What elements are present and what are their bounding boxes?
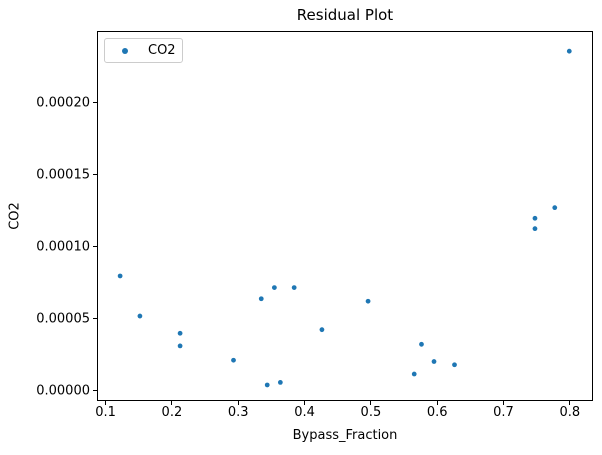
- y-tick-label: 0.00005: [36, 311, 90, 327]
- scatter-points-layer: [117, 48, 572, 388]
- x-tick-mark: [503, 401, 504, 405]
- x-tick-label: 0.4: [294, 405, 315, 420]
- data-point: [419, 341, 424, 347]
- data-point: [117, 273, 123, 279]
- y-tick-mark: [93, 174, 97, 176]
- data-point: [532, 226, 538, 232]
- data-point: [277, 380, 283, 385]
- chart-title: Residual Plot: [296, 6, 394, 24]
- legend[interactable]: CO2: [104, 38, 183, 63]
- x-tick-label: 0.2: [161, 405, 183, 420]
- x-tick-mark: [171, 401, 173, 405]
- x-tick-mark: [569, 401, 571, 405]
- data-point: [532, 215, 538, 221]
- y-tick-mark: [93, 390, 97, 392]
- x-tick-mark: [436, 401, 438, 405]
- y-axis-label: CO2: [7, 202, 23, 230]
- data-point: [137, 313, 143, 319]
- x-tick-mark: [237, 401, 239, 405]
- x-tick-label: 0.1: [95, 405, 116, 420]
- x-tick-label: 0.3: [227, 405, 249, 420]
- data-point: [431, 359, 437, 364]
- data-point: [566, 48, 572, 54]
- y-tick-label: 0.00000: [36, 383, 90, 399]
- data-point: [291, 285, 297, 290]
- data-point: [177, 330, 183, 336]
- x-tick-mark: [304, 401, 306, 405]
- y-tick-mark: [93, 246, 97, 248]
- x-tick-mark: [105, 401, 107, 405]
- data-point: [365, 298, 371, 304]
- data-point: [177, 343, 183, 349]
- data-point: [552, 205, 558, 211]
- y-tick-label: 0.00020: [36, 95, 90, 111]
- x-axis-label: Bypass_Fraction: [292, 428, 398, 443]
- data-point: [258, 296, 264, 302]
- x-tick-mark: [370, 401, 372, 405]
- legend-dot-icon: [122, 47, 128, 54]
- data-point: [452, 362, 457, 368]
- data-point: [264, 382, 270, 388]
- x-tick-label: 0.7: [493, 405, 514, 420]
- data-point: [411, 371, 417, 377]
- x-tick-label: 0.8: [559, 405, 581, 420]
- plot-area: CO2: [97, 31, 593, 401]
- y-tick-label: 0.00015: [36, 167, 90, 183]
- y-tick-label: 0.00010: [36, 239, 90, 255]
- data-point: [231, 357, 236, 363]
- x-tick-label: 0.5: [360, 405, 382, 420]
- x-tick-label: 0.6: [426, 405, 448, 420]
- y-tick-mark: [93, 102, 97, 104]
- y-tick-mark: [93, 318, 97, 320]
- legend-label: CO2: [148, 43, 176, 58]
- data-point: [319, 327, 325, 333]
- data-point: [271, 285, 277, 290]
